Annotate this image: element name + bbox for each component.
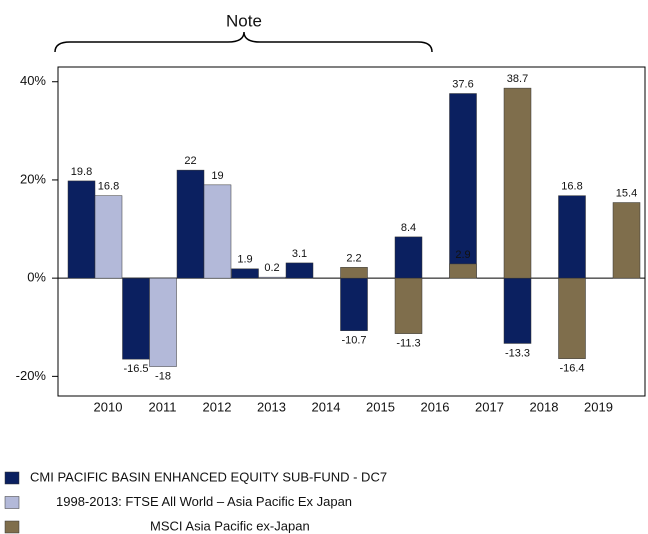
x-tick-label: 2012 xyxy=(203,399,232,414)
legend-swatch xyxy=(4,496,20,509)
value-label: 15.4 xyxy=(616,187,637,199)
value-label: 16.8 xyxy=(561,181,582,193)
bar xyxy=(258,276,286,279)
x-tick-label: 2018 xyxy=(530,399,559,414)
x-tick-label: 2017 xyxy=(475,399,504,414)
legend-label: 1998-2013: FTSE All World – Asia Pacific… xyxy=(56,494,352,509)
bar xyxy=(285,262,314,279)
bar xyxy=(94,195,123,279)
x-tick-label: 2013 xyxy=(257,399,286,414)
x-tick-label: 2015 xyxy=(366,399,395,414)
value-label: -18 xyxy=(155,370,171,382)
value-label: -16.5 xyxy=(123,363,148,375)
value-label: 19.8 xyxy=(71,166,92,178)
value-label: 2.9 xyxy=(455,249,470,261)
bar xyxy=(503,277,532,344)
bar xyxy=(612,202,641,279)
bar xyxy=(340,267,368,279)
y-tick-label: 0% xyxy=(27,270,46,285)
value-label: 22 xyxy=(184,155,196,167)
value-label: 38.7 xyxy=(507,73,528,85)
bar xyxy=(503,87,532,279)
x-tick-label: 2010 xyxy=(94,399,123,414)
value-label: 19 xyxy=(211,170,223,182)
bar xyxy=(394,277,423,334)
value-label: 1.9 xyxy=(237,254,252,266)
value-label: -13.3 xyxy=(505,347,530,359)
value-label: -11.3 xyxy=(396,338,420,350)
bar xyxy=(231,268,259,279)
legend-label: MSCI Asia Pacific ex-Japan xyxy=(150,518,310,533)
bar xyxy=(449,93,477,279)
bar xyxy=(149,277,177,367)
y-tick-label: 20% xyxy=(20,171,46,186)
note-label: Note xyxy=(226,11,262,30)
value-label: -10.7 xyxy=(341,335,366,347)
bar xyxy=(122,277,150,360)
x-tick-label: 2011 xyxy=(149,399,177,414)
x-tick-label: 2016 xyxy=(421,399,450,414)
bar xyxy=(394,236,423,279)
value-label: 37.6 xyxy=(452,78,473,90)
bar xyxy=(67,180,96,279)
bar xyxy=(176,169,205,279)
x-tick-label: 2014 xyxy=(312,399,341,414)
plot-frame xyxy=(57,66,646,397)
value-label: 3.1 xyxy=(292,248,307,260)
bar xyxy=(558,277,586,359)
bar xyxy=(203,184,232,279)
legend-label: CMI PACIFIC BASIN ENHANCED EQUITY SUB-FU… xyxy=(30,469,387,484)
x-tick-label: 2019 xyxy=(584,399,613,414)
y-tick-label: 40% xyxy=(20,73,46,88)
bar xyxy=(449,263,477,279)
value-label: 0.2 xyxy=(264,262,279,274)
note-brace xyxy=(54,31,433,53)
value-label: 16.8 xyxy=(98,181,119,193)
bar xyxy=(340,277,368,331)
value-label: 8.4 xyxy=(401,222,416,234)
y-tick-label: -20% xyxy=(16,368,47,383)
value-label: -16.4 xyxy=(559,363,584,375)
bar xyxy=(558,195,586,279)
value-label: 2.2 xyxy=(346,252,361,264)
legend-swatch xyxy=(4,520,20,534)
legend-swatch xyxy=(4,471,20,485)
